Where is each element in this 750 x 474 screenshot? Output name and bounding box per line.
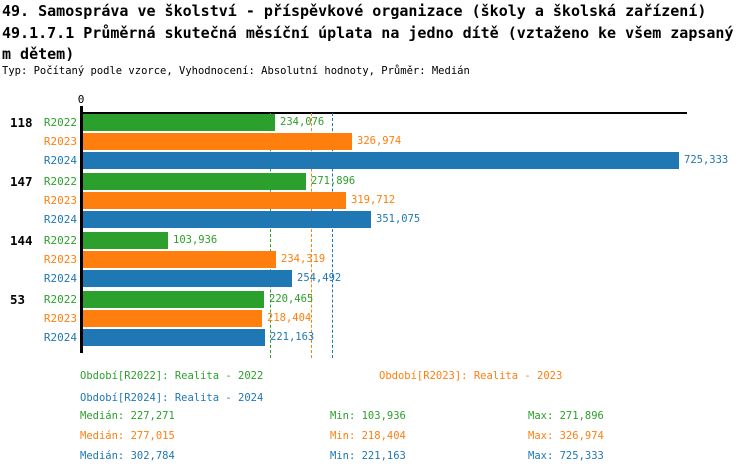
stat-min-r2023: Min: 218,404: [330, 430, 406, 442]
bar-value-label: 271,896: [311, 175, 356, 187]
bar-group-147: 147 R2022 271,896 R2023 319,712 R2024 351,075: [0, 173, 750, 228]
report-header: 49. Samospráva ve školství - příspěvkové…: [2, 1, 734, 66]
chart-row: R2023 218,404: [0, 310, 750, 327]
stat-median-r2022: Medián: 227,271: [80, 410, 175, 422]
period-label: R2023: [43, 194, 77, 207]
period-label: R2022: [43, 175, 77, 188]
chart-row: R2023 326,974: [0, 133, 750, 150]
report-title-line1: 49. Samospráva ve školství - příspěvkové…: [2, 2, 707, 20]
stat-median-r2023: Medián: 277,015: [80, 430, 175, 442]
chart-row: 147 R2022 271,896: [0, 173, 750, 190]
period-label: R2022: [43, 293, 77, 306]
period-label: R2023: [43, 253, 77, 266]
bar-chart: 118 R2022 234,076 R2023 326,974 R2024 725,333 1…: [0, 114, 750, 350]
chart-row: 53 R2022 220,465: [0, 291, 750, 308]
chart-row: R2023 234,319: [0, 251, 750, 268]
bar-group-144: 144 R2022 103,936 R2023 234,319 R2024 254,492: [0, 232, 750, 287]
stat-max-r2023: Max: 326,974: [528, 430, 604, 442]
bar-group-53: 53 R2022 220,465 R2023 218,404 R2024 221,163: [0, 291, 750, 346]
stat-max-r2022: Max: 271,896: [528, 410, 604, 422]
legend-item-r2023: Období[R2023]: Realita - 2023: [379, 370, 563, 382]
x-axis-line: [80, 112, 687, 114]
report-subtitle: Typ: Počítaný podle vzorce, Vyhodnocení:…: [2, 65, 470, 77]
bar-value-label: 351,075: [376, 213, 421, 225]
bar-r2022: [83, 291, 264, 308]
period-label: R2024: [43, 331, 77, 344]
stat-max-r2024: Max: 725,333: [528, 450, 604, 462]
period-label: R2022: [43, 234, 77, 247]
period-label: R2023: [43, 312, 77, 325]
period-label: R2023: [43, 135, 77, 148]
stat-median-r2024: Medián: 302,784: [80, 450, 175, 462]
period-label: R2022: [43, 116, 77, 129]
bar-r2023: [83, 310, 262, 327]
bar-r2023: [83, 133, 352, 150]
median-gridline-r2023: [311, 113, 312, 358]
bar-r2022: [83, 173, 306, 190]
y-axis-line: [80, 106, 83, 353]
bar-value-label: 221,163: [270, 331, 315, 343]
bar-r2024: [83, 211, 371, 228]
report-title-line3: m dětem): [2, 45, 75, 63]
group-label: 144: [10, 233, 33, 248]
chart-row: 144 R2022 103,936: [0, 232, 750, 249]
bar-r2024: [83, 270, 292, 287]
legend-item-r2022: Období[R2022]: Realita - 2022: [80, 370, 264, 382]
group-label: 53: [10, 292, 26, 307]
chart-row: R2023 319,712: [0, 192, 750, 209]
chart-row: 118 R2022 234,076: [0, 114, 750, 131]
chart-row: R2024 351,075: [0, 211, 750, 228]
bar-value-label: 218,404: [267, 312, 312, 324]
bar-value-label: 254,492: [297, 272, 342, 284]
stat-min-r2022: Min: 103,936: [330, 410, 406, 422]
bar-value-label: 103,936: [173, 234, 218, 246]
bar-value-label: 234,319: [281, 253, 326, 265]
legend-item-r2024: Období[R2024]: Realita - 2024: [80, 392, 264, 404]
bar-r2023: [83, 251, 276, 268]
bar-value-label: 234,076: [280, 116, 325, 128]
bar-r2024: [83, 329, 265, 346]
median-gridline-r2022: [270, 113, 271, 358]
bar-value-label: 326,974: [357, 135, 402, 147]
group-label: 147: [10, 174, 33, 189]
bar-value-label: 725,333: [684, 154, 729, 166]
period-label: R2024: [43, 154, 77, 167]
bar-r2023: [83, 192, 346, 209]
report-title-line2: 49.1.7.1 Průměrná skutečná měsíční úplat…: [2, 23, 734, 42]
group-label: 118: [10, 115, 33, 130]
bar-r2022: [83, 114, 275, 131]
bar-r2022: [83, 232, 168, 249]
stat-min-r2024: Min: 221,163: [330, 450, 406, 462]
period-label: R2024: [43, 272, 77, 285]
bar-r2024: [83, 152, 679, 169]
chart-row: R2024 221,163: [0, 329, 750, 346]
bar-value-label: 220,465: [269, 293, 314, 305]
period-label: R2024: [43, 213, 77, 226]
chart-row: R2024 725,333: [0, 152, 750, 169]
median-gridline-r2024: [332, 113, 333, 358]
bar-value-label: 319,712: [351, 194, 396, 206]
chart-row: R2024 254,492: [0, 270, 750, 287]
x-axis-zero-tick-label: 0: [77, 93, 85, 106]
bar-group-118: 118 R2022 234,076 R2023 326,974 R2024 725,333: [0, 114, 750, 169]
